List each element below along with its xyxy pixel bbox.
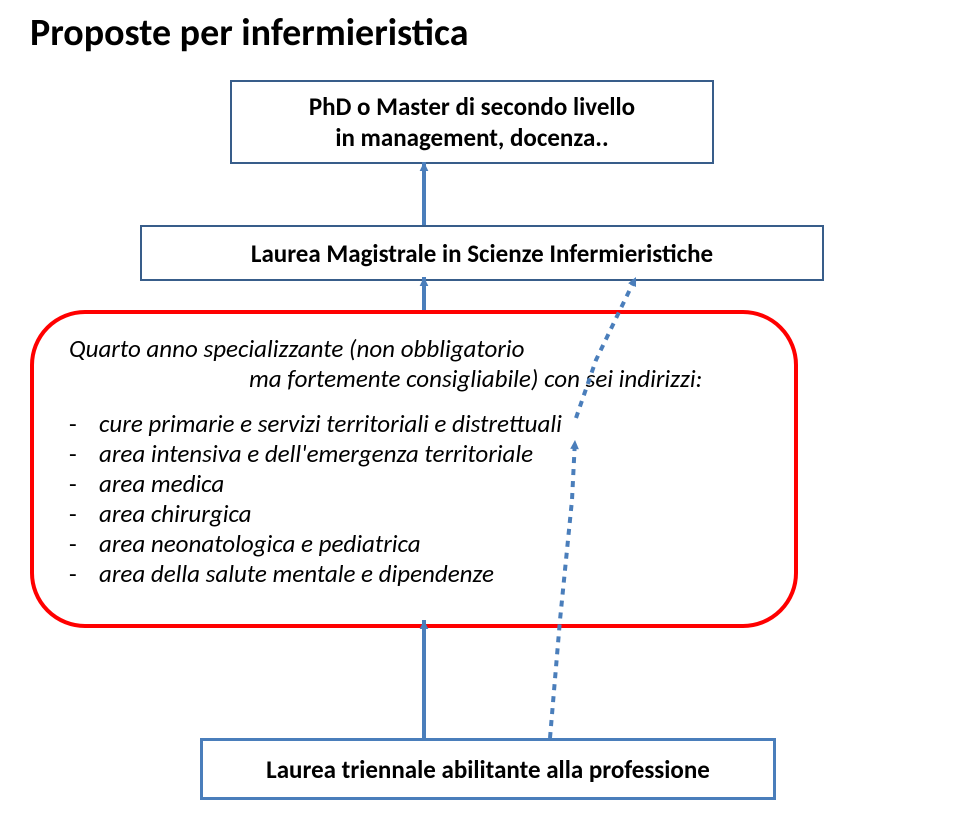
bullet-dash: -: [69, 409, 99, 439]
bullet-text: area intensiva e dell'emergenza territor…: [99, 438, 533, 469]
box-phd-inner: PhD o Master di secondo livello in manag…: [232, 82, 712, 162]
bullet-text: area neonatologica e pediatrica: [99, 528, 421, 559]
box-quarto-anno: Quarto anno specializzante (non obbligat…: [30, 310, 798, 628]
diagram-stage: Proposte per infermieristica PhD o Maste…: [0, 0, 960, 827]
bullet-dash: -: [69, 529, 99, 559]
slide-title-text: Proposte per infermieristica: [30, 10, 468, 56]
quarto-anno-bullet: -cure primarie e servizi territoriali e …: [69, 409, 562, 439]
box-magistrale: Laurea Magistrale in Scienze Infermieris…: [140, 225, 824, 281]
quarto-anno-heading-l2: ma fortemente consigliabile) con sei ind…: [69, 364, 702, 394]
box-phd-line2: in management, docenza..: [335, 122, 608, 153]
box-phd: PhD o Master di secondo livello in manag…: [230, 80, 714, 164]
slide-title: Proposte per infermieristica: [0, 10, 960, 56]
bullet-dash: -: [69, 469, 99, 499]
bullet-dash: -: [69, 499, 99, 529]
box-phd-line1: PhD o Master di secondo livello: [309, 91, 635, 122]
quarto-anno-bullet: -area chirurgica: [69, 499, 562, 529]
quarto-anno-bullets: -cure primarie e servizi territoriali e …: [69, 409, 562, 589]
box-triennale-inner: Laurea triennale abilitante alla profess…: [203, 741, 773, 797]
box-triennale: Laurea triennale abilitante alla profess…: [200, 738, 776, 800]
quarto-anno-heading-l1: Quarto anno specializzante (non obbligat…: [69, 334, 702, 364]
bullet-text: area della salute mentale e dipendenze: [99, 558, 494, 589]
quarto-anno-bullet: -area neonatologica e pediatrica: [69, 529, 562, 559]
quarto-anno-bullet: -area medica: [69, 469, 562, 499]
box-magistrale-line1: Laurea Magistrale in Scienze Infermieris…: [251, 238, 713, 269]
bullet-text: area medica: [99, 468, 224, 499]
bullet-text: cure primarie e servizi territoriali e d…: [99, 408, 562, 439]
bullet-dash: -: [69, 559, 99, 589]
quarto-anno-bullet: -area della salute mentale e dipendenze: [69, 559, 562, 589]
bullet-text: area chirurgica: [99, 498, 252, 529]
quarto-anno-bullet: -area intensiva e dell'emergenza territo…: [69, 439, 562, 469]
quarto-anno-heading: Quarto anno specializzante (non obbligat…: [69, 334, 702, 394]
box-triennale-line1: Laurea triennale abilitante alla profess…: [266, 754, 710, 785]
box-magistrale-inner: Laurea Magistrale in Scienze Infermieris…: [142, 227, 822, 279]
bullet-dash: -: [69, 439, 99, 469]
